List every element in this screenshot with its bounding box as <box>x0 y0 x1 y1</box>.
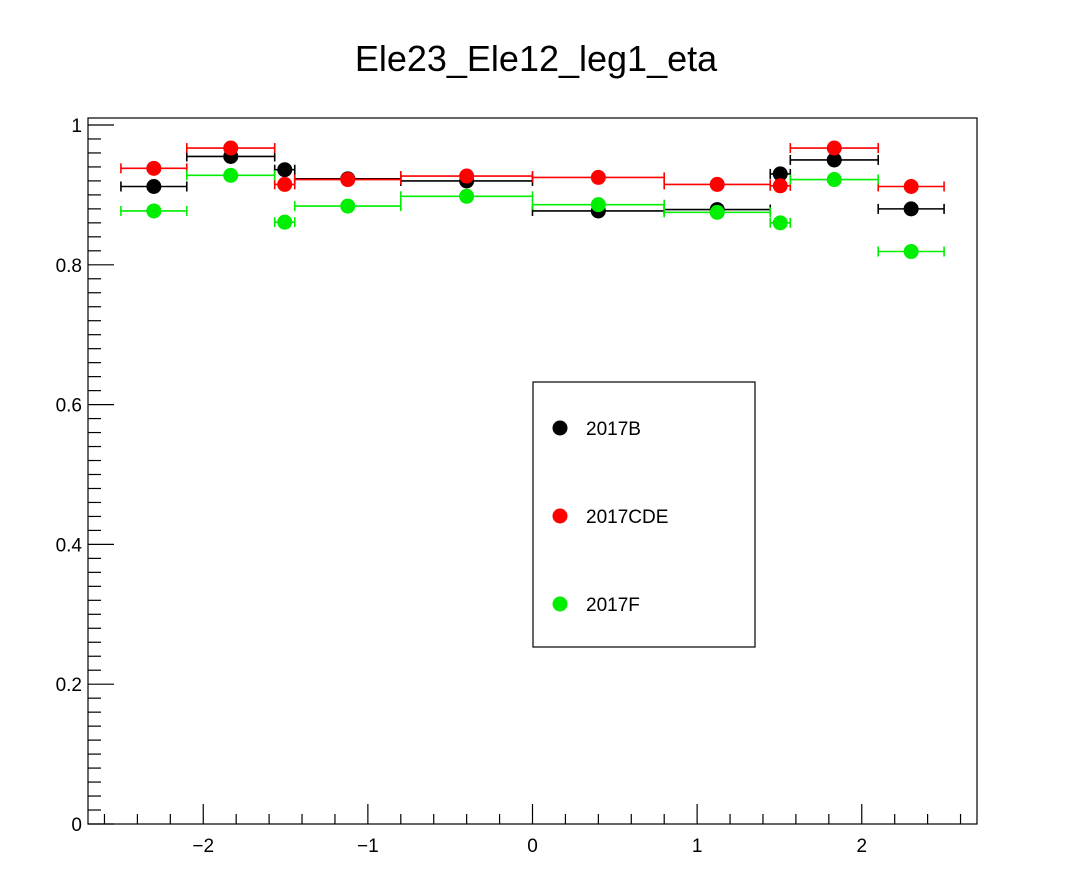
data-point <box>223 167 239 183</box>
series-2017CDE <box>120 140 945 195</box>
y-tick-label: 0.2 <box>56 675 82 696</box>
x-tick-label: 2 <box>856 836 867 857</box>
data-point <box>459 168 475 184</box>
y-tick-label: 0.6 <box>56 396 82 417</box>
data-point <box>903 244 919 260</box>
data-point <box>146 160 162 176</box>
legend-label: 2017B <box>586 419 641 440</box>
data-point <box>277 176 293 192</box>
y-tick-label: 0.8 <box>56 256 82 277</box>
data-point <box>826 140 842 156</box>
legend-label: 2017F <box>586 595 640 616</box>
series-2017F <box>120 167 945 260</box>
data-point <box>459 188 475 204</box>
data-point <box>826 172 842 188</box>
y-tick-label: 0 <box>71 815 82 836</box>
data-point <box>709 176 725 192</box>
x-tick-label: −1 <box>357 836 379 857</box>
data-point <box>277 162 293 178</box>
x-tick-label: 0 <box>527 836 538 857</box>
data-point <box>590 197 606 213</box>
data-point <box>903 201 919 217</box>
data-point <box>223 140 239 156</box>
data-point <box>340 198 356 214</box>
data-point <box>277 214 293 230</box>
data-point <box>772 215 788 231</box>
legend-marker <box>552 508 568 524</box>
legend-label: 2017CDE <box>586 507 668 528</box>
legend-marker <box>552 420 568 436</box>
legend-marker <box>552 596 568 612</box>
data-point <box>772 166 788 182</box>
data-point <box>826 152 842 168</box>
data-point <box>340 172 356 188</box>
y-tick-label: 0.4 <box>56 535 83 556</box>
data-point <box>903 179 919 195</box>
data-point <box>772 178 788 194</box>
x-tick-label: −2 <box>192 836 214 857</box>
data-point <box>590 169 606 185</box>
data-point <box>709 204 725 220</box>
x-tick-label: 1 <box>692 836 703 857</box>
y-tick-label: 1 <box>71 116 82 137</box>
data-point <box>146 179 162 195</box>
chart-title: Ele23_Ele12_leg1_eta <box>354 38 718 79</box>
data-point <box>146 203 162 219</box>
legend-box <box>532 381 756 648</box>
